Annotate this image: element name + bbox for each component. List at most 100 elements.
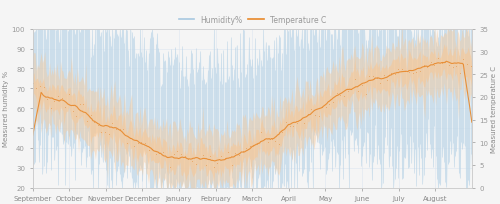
Point: [402, 70, 409, 73]
Point: [250, 144, 258, 147]
Point: [188, 159, 196, 162]
Point: [98, 131, 106, 134]
Point: [83, 120, 91, 123]
Point: [214, 161, 222, 165]
Point: [347, 88, 355, 92]
Point: [68, 109, 76, 113]
Point: [86, 113, 94, 117]
Point: [314, 115, 322, 118]
Point: [224, 150, 232, 153]
Point: [177, 153, 185, 156]
Point: [293, 122, 301, 125]
Point: [332, 92, 340, 95]
Point: [210, 165, 218, 169]
Point: [354, 90, 362, 93]
Point: [32, 86, 40, 90]
Point: [264, 141, 272, 144]
Point: [72, 115, 80, 118]
Point: [220, 156, 228, 160]
Point: [202, 163, 210, 166]
Point: [434, 58, 442, 61]
Point: [144, 149, 152, 152]
Point: [166, 166, 174, 169]
Point: [460, 58, 468, 61]
Point: [268, 137, 276, 141]
Point: [463, 63, 471, 66]
Point: [369, 75, 377, 79]
Point: [108, 122, 116, 125]
Point: [58, 97, 66, 100]
Point: [50, 100, 58, 103]
Point: [329, 100, 337, 104]
Point: [344, 90, 351, 93]
Point: [296, 118, 304, 121]
Point: [170, 152, 178, 156]
Point: [141, 142, 149, 145]
Point: [232, 151, 239, 154]
Point: [430, 64, 438, 67]
Point: [134, 142, 141, 145]
Point: [456, 72, 464, 75]
Point: [390, 73, 398, 76]
Y-axis label: Measured humidity %: Measured humidity %: [3, 71, 9, 146]
Point: [300, 122, 308, 125]
Point: [286, 125, 294, 128]
Point: [192, 162, 200, 166]
Point: [80, 103, 88, 107]
Point: [387, 72, 395, 75]
Point: [195, 157, 203, 160]
Point: [420, 64, 428, 68]
Point: [206, 155, 214, 158]
Point: [112, 128, 120, 131]
Point: [405, 71, 413, 74]
Point: [228, 163, 235, 167]
Point: [423, 67, 431, 70]
Point: [445, 64, 453, 68]
Point: [130, 145, 138, 148]
Point: [148, 148, 156, 151]
Point: [238, 150, 246, 153]
Point: [123, 142, 131, 145]
Point: [235, 154, 243, 157]
Point: [162, 155, 170, 158]
Point: [65, 93, 73, 96]
Point: [448, 66, 456, 70]
Point: [336, 94, 344, 97]
Point: [159, 151, 167, 154]
Point: [62, 106, 70, 109]
Point: [318, 106, 326, 109]
Point: [36, 85, 44, 89]
Point: [322, 106, 330, 110]
Point: [138, 141, 145, 144]
Point: [43, 98, 51, 101]
Point: [54, 95, 62, 98]
Point: [412, 71, 420, 74]
Point: [398, 68, 406, 71]
Point: [76, 103, 84, 106]
Point: [271, 139, 279, 143]
Point: [184, 158, 192, 161]
Point: [427, 61, 435, 64]
Point: [311, 114, 319, 117]
Point: [442, 61, 450, 64]
Point: [308, 108, 316, 111]
Point: [116, 128, 124, 131]
Point: [466, 65, 474, 69]
Point: [351, 78, 359, 81]
Y-axis label: Measured temperature C: Measured temperature C: [491, 65, 497, 152]
Point: [90, 121, 98, 124]
Point: [174, 150, 182, 153]
Point: [408, 72, 416, 75]
Point: [340, 95, 348, 98]
Point: [290, 125, 298, 128]
Point: [358, 84, 366, 88]
Point: [101, 131, 109, 134]
Point: [275, 142, 283, 145]
Point: [126, 137, 134, 140]
Point: [416, 70, 424, 73]
Point: [282, 121, 290, 124]
Legend: Humidity%, Temperature C: Humidity%, Temperature C: [176, 13, 329, 28]
Point: [246, 145, 254, 148]
Point: [256, 131, 264, 134]
Point: [152, 153, 160, 156]
